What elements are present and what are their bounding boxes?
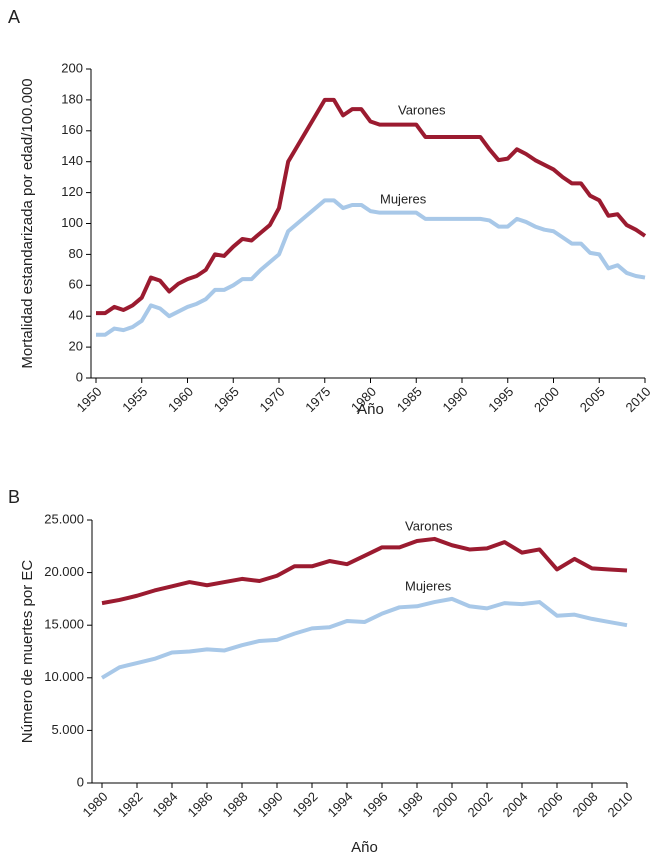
- x-tick-label: 1994: [324, 789, 355, 820]
- x-tick-label: 1980: [79, 789, 110, 820]
- y-tick-label: 40: [69, 308, 83, 323]
- x-tick-label: 1995: [485, 384, 516, 415]
- series-line: [96, 198, 646, 337]
- x-tick-label: 1960: [165, 384, 196, 415]
- y-tick-label: 120: [61, 184, 83, 199]
- x-tick-label: 1985: [394, 384, 425, 415]
- x-tick-label: 1996: [359, 789, 390, 820]
- x-tick-label: 1998: [394, 789, 425, 820]
- x-tick-label: 1990: [254, 789, 285, 820]
- x-tick-label: 2005: [577, 384, 608, 415]
- y-tick-label: 180: [61, 91, 83, 106]
- x-tick-label: 2004: [499, 789, 530, 820]
- y-tick-label: 20.000: [44, 564, 84, 579]
- x-tick-label: 2000: [531, 384, 562, 415]
- y-axis-label: Número de muertes por EC: [19, 560, 36, 744]
- x-axis-label: Año: [351, 839, 378, 856]
- x-tick-label: 2010: [622, 384, 653, 415]
- panel-label: A: [8, 7, 20, 27]
- x-tick-label: 1955: [119, 384, 150, 415]
- y-tick-label: 20: [69, 339, 83, 354]
- x-tick-label: 2006: [534, 789, 565, 820]
- y-tick-label: 100: [61, 215, 83, 230]
- y-tick-label: 5.000: [51, 722, 84, 737]
- x-tick-label: 2000: [429, 789, 460, 820]
- x-tick-label: 1965: [211, 384, 242, 415]
- y-tick-label: 15.000: [44, 617, 84, 632]
- y-tick-label: 160: [61, 122, 83, 137]
- series-line: [100, 596, 628, 680]
- y-tick-label: 10.000: [44, 669, 84, 684]
- x-tick-label: 1984: [149, 789, 180, 820]
- series-label: Varones: [398, 102, 446, 117]
- y-tick-label: 200: [61, 60, 83, 75]
- y-tick-label: 25.000: [44, 511, 84, 526]
- panel-label: B: [8, 487, 20, 507]
- y-tick-label: 140: [61, 153, 83, 168]
- series-line: [101, 536, 628, 606]
- series-line: [96, 97, 647, 316]
- series-label: Mujeres: [405, 578, 452, 593]
- y-axis-label: Mortalidad estandarizada por edad/100.00…: [19, 78, 36, 368]
- x-axis-label: Año: [357, 401, 384, 418]
- x-tick-label: 1975: [302, 384, 333, 415]
- x-tick-label: 1970: [256, 384, 287, 415]
- x-tick-label: 1992: [289, 789, 320, 820]
- y-tick-label: 0: [77, 774, 84, 789]
- x-tick-label: 2010: [604, 789, 635, 820]
- y-tick-label: 60: [69, 277, 83, 292]
- series-label: Mujeres: [380, 191, 427, 206]
- x-tick-label: 1988: [219, 789, 250, 820]
- x-tick-label: 2002: [464, 789, 495, 820]
- x-tick-label: 1990: [439, 384, 470, 415]
- y-tick-label: 80: [69, 246, 83, 261]
- x-tick-label: 1986: [184, 789, 215, 820]
- x-tick-label: 1982: [114, 789, 145, 820]
- x-tick-label: 2008: [569, 789, 600, 820]
- x-tick-label: 1950: [73, 384, 104, 415]
- y-tick-label: 0: [76, 369, 83, 384]
- series-label: Varones: [405, 518, 453, 533]
